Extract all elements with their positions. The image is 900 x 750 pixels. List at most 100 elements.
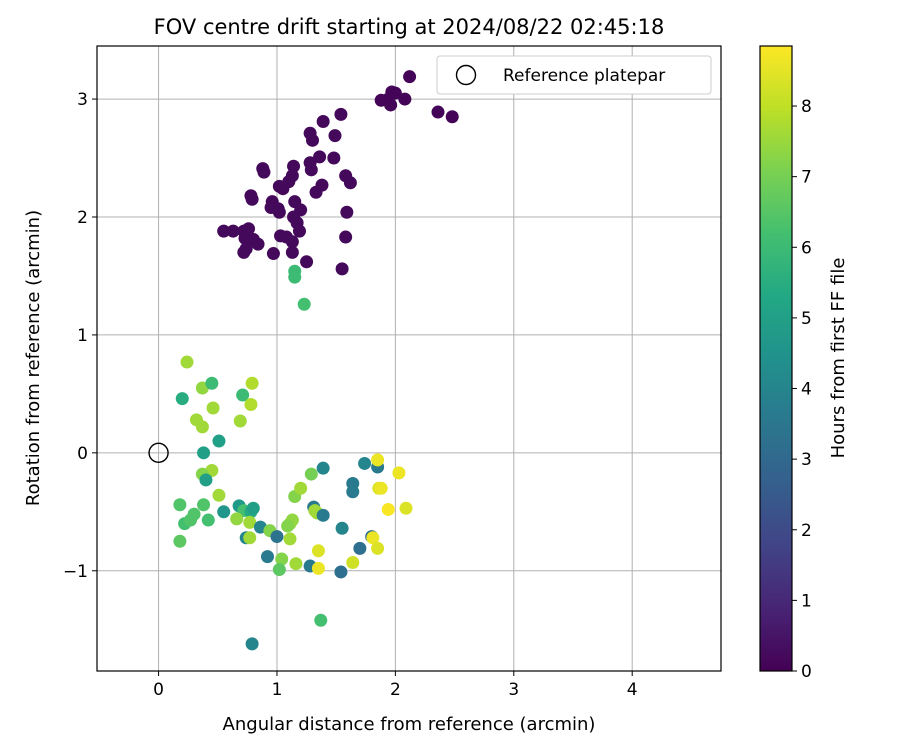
data-point (346, 556, 360, 570)
y-tick-label: 0 (77, 444, 88, 464)
data-point (327, 151, 341, 165)
data-point (261, 550, 275, 564)
data-point (201, 513, 215, 527)
x-tick-label: 1 (272, 680, 283, 700)
data-points (173, 70, 459, 651)
colorbar-tick-label: 2 (801, 521, 812, 541)
data-point (289, 557, 303, 571)
data-point (292, 224, 306, 238)
data-point (343, 176, 357, 190)
data-point (199, 473, 213, 487)
data-point (334, 565, 348, 579)
data-point (272, 205, 286, 219)
colorbar-tick-label: 8 (801, 97, 812, 117)
data-point (297, 297, 311, 311)
data-point (309, 185, 323, 199)
data-point (206, 401, 220, 415)
data-point (334, 107, 348, 121)
data-point (173, 498, 187, 512)
data-point (283, 532, 297, 546)
data-point (285, 235, 299, 249)
y-tick-label: 2 (77, 208, 88, 228)
data-point (288, 270, 302, 284)
data-point (384, 98, 398, 112)
data-point (266, 247, 280, 261)
y-axis-ticks: −1 0 1 2 3 (63, 90, 97, 582)
reference-platepar-marker (148, 442, 169, 464)
data-point (300, 255, 314, 269)
y-axis-label: Rotation from reference (arcmin) (23, 210, 44, 506)
legend: Reference platepar (436, 55, 712, 95)
colorbar-tick-label: 7 (801, 168, 812, 188)
data-point (243, 531, 257, 545)
data-point (270, 530, 284, 544)
data-point (381, 502, 395, 516)
legend-entry-label: Reference platepar (503, 66, 665, 86)
colorbar-label: Hours from first FF file (828, 258, 849, 459)
data-point (371, 541, 385, 555)
data-point (403, 70, 417, 84)
data-point (217, 224, 231, 238)
data-point (316, 114, 330, 128)
data-point (205, 376, 219, 390)
data-point (287, 159, 301, 173)
data-point (276, 182, 290, 196)
data-point (197, 446, 211, 460)
colorbar-tick-label: 1 (801, 591, 812, 611)
data-point (304, 467, 318, 481)
y-tick-label: 3 (77, 90, 88, 110)
y-tick-label: 1 (77, 326, 88, 346)
data-point (212, 434, 226, 448)
colorbar-tick-label: 6 (801, 238, 812, 258)
data-point (294, 481, 308, 495)
x-tick-label: 0 (153, 680, 164, 700)
data-point (275, 552, 289, 566)
data-point (281, 519, 295, 533)
colorbar-tick-label: 4 (801, 380, 812, 400)
data-point (197, 498, 211, 512)
data-point (392, 466, 406, 480)
data-point (226, 224, 240, 238)
data-point (311, 561, 325, 575)
data-point (212, 488, 226, 502)
data-point (230, 512, 244, 526)
x-axis-ticks: 0 1 2 3 4 (153, 671, 638, 700)
data-point (374, 481, 388, 495)
data-point (314, 613, 328, 627)
data-point (340, 205, 354, 219)
colorbar-ticks: 0 1 2 3 4 5 6 7 8 (792, 97, 812, 682)
legend-box (436, 55, 712, 95)
plot-frame (96, 45, 722, 672)
data-point (311, 544, 325, 558)
data-point (217, 505, 231, 519)
data-point (313, 150, 327, 164)
data-point (251, 237, 265, 251)
data-point (335, 521, 349, 535)
x-tick-label: 4 (627, 680, 638, 700)
chart-title: FOV centre drift starting at 2024/08/22 … (154, 15, 665, 39)
data-point (358, 456, 372, 470)
data-point (304, 163, 318, 177)
data-point (316, 461, 330, 475)
colorbar-gradient (759, 45, 793, 672)
data-point (184, 513, 198, 527)
data-point (195, 420, 209, 434)
data-point (180, 355, 194, 369)
x-axis-label: Angular distance from reference (arcmin) (223, 714, 596, 735)
data-point (328, 129, 342, 143)
data-point (346, 485, 360, 499)
data-point (316, 508, 330, 522)
colorbar-tick-label: 5 (801, 309, 812, 329)
data-point (246, 501, 260, 515)
data-point (388, 86, 402, 100)
x-tick-label: 2 (390, 680, 401, 700)
data-point (173, 534, 187, 548)
data-point (371, 453, 385, 467)
data-point (243, 515, 257, 529)
data-point (245, 192, 259, 206)
data-point (244, 397, 258, 411)
colorbar-tick-label: 0 (801, 662, 812, 682)
colorbar-tick-label: 3 (801, 450, 812, 470)
data-point (339, 230, 353, 244)
